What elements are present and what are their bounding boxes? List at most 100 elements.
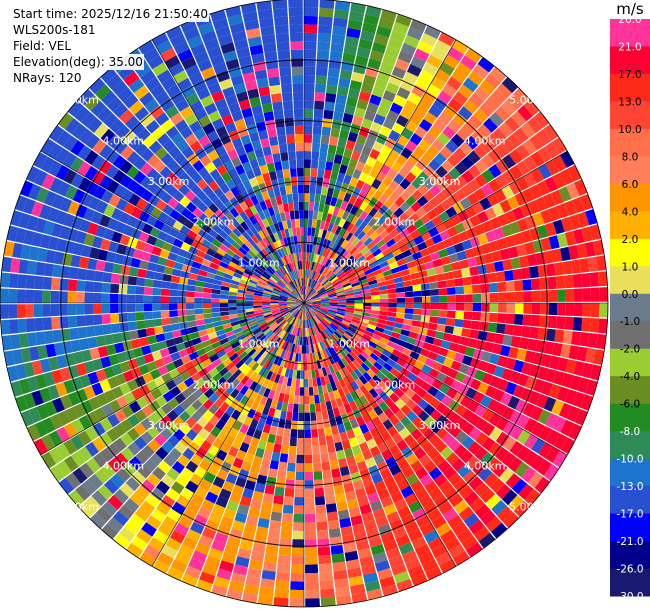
velocity-gate	[590, 287, 600, 302]
velocity-gate	[246, 313, 256, 319]
velocity-gate	[308, 387, 314, 396]
velocity-gate	[393, 207, 404, 218]
velocity-gate	[245, 228, 255, 238]
velocity-gate	[286, 377, 293, 387]
velocity-gate	[198, 329, 208, 337]
velocity-gate	[589, 224, 602, 241]
velocity-gate	[304, 303, 307, 312]
velocity-gate	[309, 261, 313, 270]
velocity-gate	[492, 203, 505, 217]
velocity-gate	[63, 439, 78, 455]
velocity-gate	[454, 188, 467, 202]
velocity-gate	[278, 304, 288, 307]
velocity-gate	[346, 411, 356, 422]
velocity-gate	[487, 272, 498, 283]
velocity-gate	[372, 349, 382, 358]
velocity-gate	[319, 332, 326, 341]
velocity-gate	[235, 556, 250, 568]
velocity-gate	[411, 320, 421, 328]
velocity-gate	[280, 349, 286, 359]
velocity-gate	[84, 303, 94, 315]
velocity-gate	[290, 308, 298, 314]
velocity-gate	[320, 297, 329, 301]
velocity-gate	[326, 76, 339, 86]
velocity-gate	[264, 269, 273, 277]
velocity-gate	[475, 432, 489, 446]
velocity-gate	[537, 459, 552, 476]
velocity-gate	[304, 24, 318, 34]
velocity-gate	[304, 294, 307, 303]
velocity-gate	[293, 318, 298, 327]
velocity-gate	[88, 473, 104, 490]
velocity-gate	[208, 511, 223, 524]
velocity-gate	[248, 559, 263, 570]
velocity-gate	[414, 125, 428, 139]
colorbar-unit-label: m/s	[616, 0, 644, 18]
velocity-gate	[134, 409, 147, 423]
velocity-gate	[355, 356, 364, 366]
velocity-gate	[327, 519, 340, 530]
velocity-gate	[513, 88, 530, 105]
velocity-gate	[311, 369, 316, 379]
velocity-gate	[176, 139, 190, 153]
velocity-gate	[395, 287, 405, 293]
velocity-gate	[297, 287, 301, 296]
velocity-gate	[325, 195, 332, 205]
velocity-gate	[371, 178, 382, 190]
velocity-gate	[297, 303, 304, 309]
velocity-gate	[296, 159, 304, 169]
velocity-gate	[309, 244, 313, 253]
velocity-gate	[288, 245, 294, 255]
velocity-gate	[194, 303, 203, 309]
velocity-gate	[458, 363, 470, 375]
velocity-gate	[274, 347, 281, 356]
velocity-gate	[122, 130, 137, 145]
velocity-gate	[240, 221, 250, 231]
velocity-gate	[114, 342, 125, 354]
velocity-gate	[139, 551, 157, 567]
velocity-gate	[312, 297, 321, 301]
velocity-gate	[373, 189, 383, 201]
velocity-gate	[156, 40, 173, 55]
velocity-gate	[290, 271, 295, 280]
velocity-gate	[325, 400, 333, 411]
velocity-gate	[185, 405, 197, 417]
velocity-gate	[311, 317, 317, 326]
velocity-gate	[296, 227, 301, 236]
velocity-gate	[301, 311, 304, 320]
velocity-gate	[167, 434, 180, 448]
velocity-gate	[203, 287, 213, 294]
velocity-gate	[186, 393, 198, 405]
velocity-gate	[135, 303, 144, 312]
velocity-gate	[396, 114, 409, 128]
velocity-gate	[357, 243, 367, 252]
velocity-gate	[275, 580, 290, 590]
velocity-gate	[370, 121, 383, 133]
velocity-gate	[429, 184, 442, 197]
velocity-gate	[271, 503, 283, 513]
velocity-gate	[185, 345, 196, 355]
velocity-gate	[435, 427, 449, 440]
velocity-gate	[382, 269, 393, 277]
velocity-gate	[173, 70, 188, 84]
velocity-gate	[304, 294, 306, 303]
velocity-gate	[350, 371, 359, 381]
velocity-gate	[219, 298, 229, 303]
velocity-gate	[298, 201, 304, 211]
velocity-gate	[276, 401, 283, 411]
velocity-gate	[105, 251, 117, 263]
velocity-gate	[179, 322, 189, 330]
velocity-gate	[408, 500, 423, 514]
velocity-gate	[422, 62, 439, 76]
velocity-gate	[48, 356, 60, 371]
velocity-gate	[49, 125, 65, 142]
velocity-gate	[440, 198, 453, 211]
velocity-gate	[124, 349, 136, 361]
velocity-gate	[242, 11, 258, 23]
velocity-gate	[122, 340, 133, 352]
velocity-gate	[313, 117, 323, 127]
velocity-gate	[363, 249, 373, 259]
velocity-gate	[511, 110, 527, 127]
velocity-gate	[379, 337, 389, 345]
velocity-gate	[194, 292, 204, 298]
